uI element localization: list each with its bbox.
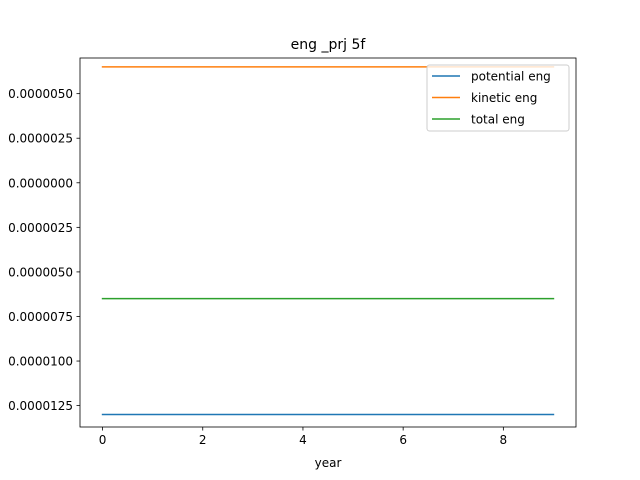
- legend-label-0: potential eng: [471, 70, 551, 84]
- chart-title: eng _prj 5f: [291, 37, 367, 53]
- y-tick-label: 0.0000025: [8, 132, 73, 146]
- legend-box: [426, 64, 570, 132]
- legend-label-1: kinetic eng: [471, 91, 537, 105]
- axes-frame: [79, 57, 577, 428]
- y-tick-label: 0.0000025: [8, 221, 73, 235]
- x-axis-label: year: [315, 456, 342, 470]
- x-tick-label: 8: [500, 433, 508, 447]
- y-tick-label: 0.0000050: [8, 87, 73, 101]
- y-tick-label: 0.0000075: [8, 310, 73, 324]
- y-tick-label: 0.0000050: [8, 265, 73, 279]
- y-tick-label: 0.0000000: [8, 176, 73, 190]
- x-tick-label: 4: [299, 433, 307, 447]
- x-tick-label: 2: [199, 433, 207, 447]
- legend-label-2: total eng: [471, 113, 525, 127]
- y-tick-label: 0.0000125: [8, 399, 73, 413]
- x-axis: 0 2 4 6 8: [99, 427, 507, 447]
- y-tick-label: 0.0000100: [8, 355, 73, 369]
- x-tick-label: 0: [99, 433, 107, 447]
- x-tick-label: 6: [399, 433, 407, 447]
- y-axis: 0.0000050 0.0000025 0.0000000 0.0000025 0.00…: [8, 87, 80, 413]
- legend: potential eng kinetic eng total eng: [426, 64, 570, 132]
